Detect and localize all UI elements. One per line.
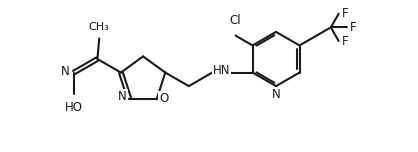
Text: HN: HN xyxy=(213,64,230,77)
Text: HO: HO xyxy=(65,101,83,114)
Text: N: N xyxy=(61,65,70,78)
Text: O: O xyxy=(159,92,168,105)
Text: F: F xyxy=(350,21,357,34)
Text: N: N xyxy=(272,88,280,101)
Text: N: N xyxy=(118,90,127,103)
Text: CH₃: CH₃ xyxy=(89,22,110,32)
Text: F: F xyxy=(342,7,349,20)
Text: F: F xyxy=(342,35,349,48)
Text: Cl: Cl xyxy=(229,14,241,27)
